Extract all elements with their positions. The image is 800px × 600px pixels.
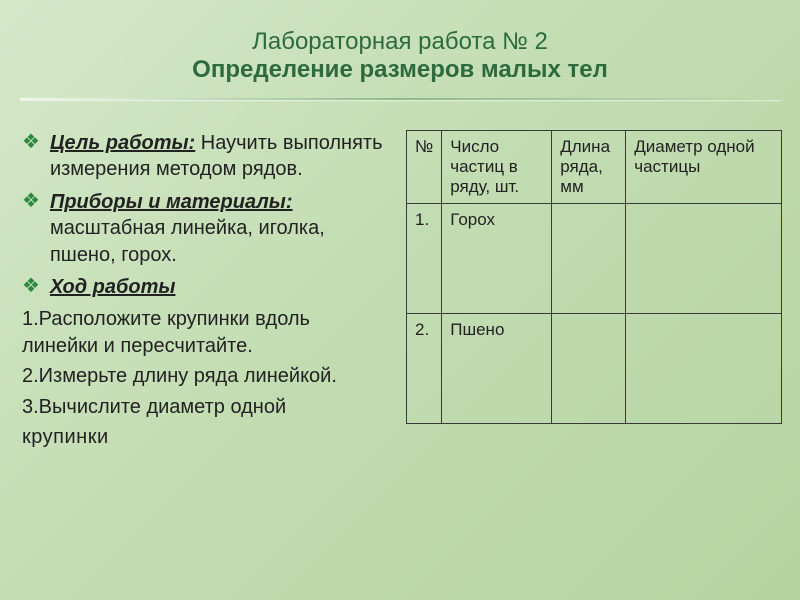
diamond-bullet-icon: ❖ [22, 130, 40, 155]
procedure-heading-item: ❖ Ход работы [18, 274, 388, 300]
goal-text: Цель работы: Научить выполнять измерения… [50, 130, 388, 183]
content-area: ❖ Цель работы: Научить выполнять измерен… [0, 110, 800, 454]
col-header-count: Число частиц в ряду, шт. [442, 131, 552, 204]
table-header-row: № Число частиц в ряду, шт. Длина ряда, м… [407, 131, 782, 204]
cell-diam [626, 204, 782, 314]
title-line-2: Определение размеров малых тел [0, 56, 800, 84]
step-3: 3.Вычислите диаметр одной [18, 394, 388, 420]
tools-item: ❖ Приборы и материалы: масштабная линейк… [18, 189, 388, 268]
cell-name: Горох [442, 204, 552, 314]
cell-diam [626, 314, 782, 424]
slide-title: Лабораторная работа № 2 Определение разм… [0, 0, 800, 98]
cell-len [552, 204, 626, 314]
goal-label: Цель работы: [50, 132, 195, 154]
col-header-len: Длина ряда, мм [552, 131, 626, 204]
col-header-num: № [407, 131, 442, 204]
procedure-label: Ход работы [50, 274, 176, 300]
title-divider [20, 98, 780, 100]
tools-text: Приборы и материалы: масштабная линейка,… [50, 189, 388, 268]
cell-num: 2. [407, 314, 442, 424]
goal-item: ❖ Цель работы: Научить выполнять измерен… [18, 130, 388, 183]
title-line-1: Лабораторная работа № 2 [0, 28, 800, 56]
left-column: ❖ Цель работы: Научить выполнять измерен… [18, 130, 388, 454]
step-3-cutoff: крупинки [18, 424, 388, 450]
tools-label: Приборы и материалы: [50, 191, 293, 213]
step-2: 2.Измерьте длину ряда линейкой. [18, 363, 388, 389]
col-header-diam: Диаметр одной частицы [626, 131, 782, 204]
cell-num: 1. [407, 204, 442, 314]
diamond-bullet-icon: ❖ [22, 189, 40, 214]
tools-body: масштабная линейка, иголка, пшено, горох… [50, 217, 325, 265]
right-column: № Число частиц в ряду, шт. Длина ряда, м… [406, 130, 782, 454]
table-row: 2. Пшено [407, 314, 782, 424]
data-table: № Число частиц в ряду, шт. Длина ряда, м… [406, 130, 782, 424]
diamond-bullet-icon: ❖ [22, 274, 40, 299]
table-row: 1. Горох [407, 204, 782, 314]
cell-len [552, 314, 626, 424]
cell-name: Пшено [442, 314, 552, 424]
step-1: 1.Расположите крупинки вдоль линейки и п… [18, 306, 388, 359]
